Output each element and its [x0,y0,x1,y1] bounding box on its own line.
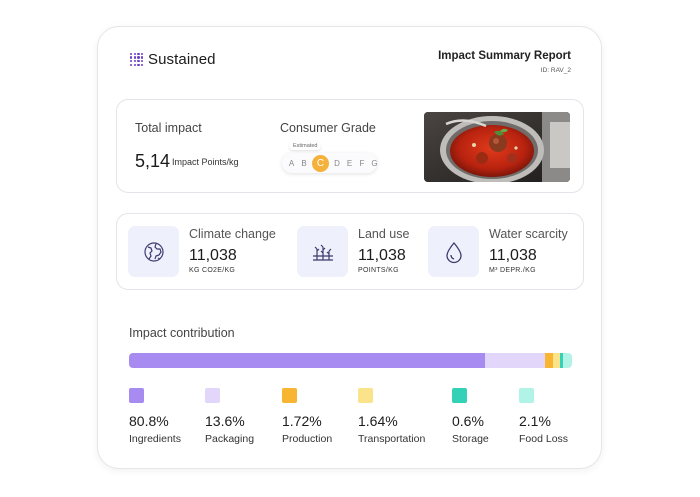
bar-segment-ingredients [129,353,486,368]
land-use-title: Land use [358,227,410,241]
ingredients-swatch [129,388,144,403]
food-loss-label: Food Loss [519,433,569,445]
storage-label: Storage [452,433,489,445]
bar-segment-production [545,353,553,368]
grade-d: D [334,158,340,168]
climate-change-title: Climate change [189,227,276,241]
water-scarcity-unit: M³ DEPR./KG [489,267,536,274]
impact-contribution-bar [129,353,572,368]
grade-e: E [346,158,353,168]
transportation-label: Transportation [358,433,426,445]
bar-segment-storage [560,353,563,368]
bar-segment-food-loss [562,353,572,368]
production-swatch [282,388,297,403]
total-impact-value: 5,14 [135,151,171,171]
impact-metrics-panel: Climate change 11,038 KG CO2E/KG Land us… [116,213,584,290]
land-use-unit: POINTS/KG [358,267,399,274]
bar-segment-packaging [485,353,546,368]
transportation-swatch [358,388,373,403]
storage-percent: 0.6% [452,413,484,429]
food-loss-swatch [519,388,534,403]
report-id: ID: RAV_2 [540,67,571,74]
consumer-grade-label: Consumer Grade [280,121,376,135]
water-drop-icon [428,226,479,277]
packaging-swatch [205,388,220,403]
climate-change-value: 11,038 [189,247,237,264]
impact-contribution-title: Impact contribution [129,326,235,340]
storage-swatch [452,388,467,403]
logo-dots-icon [130,52,144,67]
bar-segment-transportation [552,353,561,368]
impact-report-card: Sustained Impact Summary Report ID: RAV_… [97,26,602,469]
estimated-badge: Estimated [289,142,322,150]
grade-letters: A B C D E F G [287,154,383,172]
grade-f: F [359,158,365,168]
production-percent: 1.72% [282,413,322,429]
grade-a: A [288,158,295,168]
globe-icon [128,226,179,277]
packaging-percent: 13.6% [205,413,245,429]
transportation-percent: 1.64% [358,413,398,429]
grade-c-active: C [312,154,329,172]
land-use-value: 11,038 [358,247,406,264]
field-icon [297,226,348,277]
report-header: Sustained Impact Summary Report ID: RAV_… [98,27,601,97]
climate-change-unit: KG CO2E/KG [189,267,236,274]
food-photo [424,112,570,182]
ingredients-label: Ingredients [129,433,181,445]
food-loss-percent: 2.1% [519,413,551,429]
ingredients-percent: 80.8% [129,413,169,429]
grade-scale [282,153,377,173]
brand-logo: Sustained [130,51,216,68]
production-label: Production [282,433,333,445]
total-impact-unit: Impact Points/kg [172,157,239,167]
packaging-label: Packaging [205,433,255,445]
total-impact-label: Total impact [135,121,202,135]
grade-g: G [371,158,378,168]
water-scarcity-value: 11,038 [489,247,537,264]
water-scarcity-title: Water scarcity [489,227,568,241]
report-title: Impact Summary Report [438,50,571,62]
grade-b: B [301,158,307,168]
brand-name: Sustained [148,51,216,68]
summary-panel: Total impact 5,14 Impact Points/kg Consu… [116,99,584,193]
